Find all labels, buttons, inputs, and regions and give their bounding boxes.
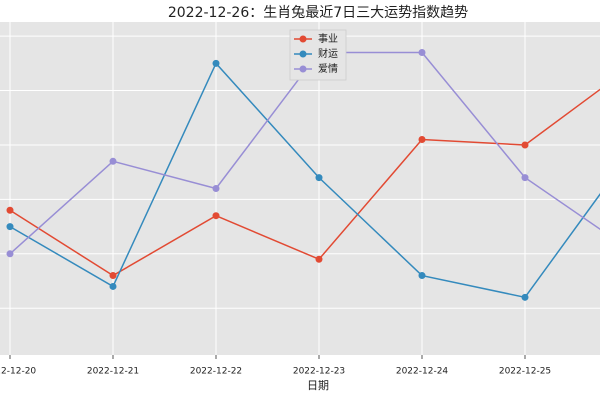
legend-marker (299, 35, 307, 43)
point (109, 272, 117, 280)
point (418, 136, 426, 144)
point (418, 272, 426, 280)
point (109, 282, 117, 290)
point (212, 185, 220, 192)
point (212, 212, 220, 220)
x-tick-label: 2022-12-25 (499, 367, 551, 377)
legend-label: 财运 (318, 47, 338, 60)
x-tick-label: 2022-12-20 (0, 367, 36, 377)
x-tick-label: 2022-12-23 (293, 367, 345, 377)
point (6, 250, 14, 258)
x-axis-label: 日期 (307, 379, 329, 392)
chart-title: 2022-12-26：生肖兔最近7日三大运势指数趋势 (168, 5, 468, 21)
legend-label: 爱情 (318, 62, 338, 75)
point (6, 206, 14, 214)
point (6, 223, 14, 231)
point (418, 48, 426, 56)
point (315, 174, 323, 182)
point (521, 141, 529, 149)
grid: 2022-12-20 2022-12-21 2022-12-22 2022-12-23… (0, 22, 600, 377)
x-tick-label: 2022-12-21 (87, 367, 139, 377)
x-tick-label: 2022-12-22 (190, 367, 242, 377)
legend-label: 事业 (318, 32, 338, 45)
x-tick-label: 2022-12-24 (396, 367, 449, 377)
legend-marker (299, 65, 307, 73)
point (521, 174, 529, 182)
point (212, 59, 220, 67)
point (315, 255, 323, 263)
point (521, 293, 529, 301)
legend-marker (299, 50, 307, 58)
point (109, 157, 117, 165)
